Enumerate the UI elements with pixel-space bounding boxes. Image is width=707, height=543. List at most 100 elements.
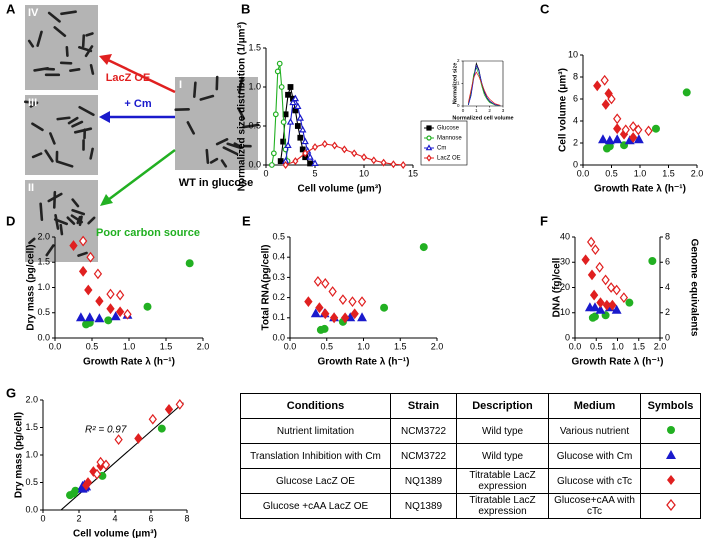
data-point [288, 85, 293, 90]
table-cell: NCM3722 [391, 444, 457, 469]
x-tick-label: 2.0 [431, 342, 444, 352]
data-point [72, 487, 79, 494]
header-cell: Conditions [241, 394, 391, 419]
data-point [277, 61, 282, 66]
annotation: R² = 0.97 [85, 425, 127, 436]
legend-label: LacZ OE [437, 156, 461, 162]
y-tick-label: 0.0 [272, 332, 285, 342]
data-point [300, 127, 305, 132]
data-point [645, 126, 652, 135]
image-label: III [28, 97, 37, 109]
symbol-cell [641, 494, 701, 519]
data-point [601, 76, 608, 85]
data-point [166, 405, 173, 414]
x-tick-label: 1.5 [662, 169, 675, 179]
cell [207, 150, 208, 163]
cell [54, 192, 55, 207]
x-axis-label: Cell volume (μm³) [298, 183, 382, 194]
y-tick-label: 0.5 [37, 307, 50, 317]
data-point [649, 258, 656, 265]
symbol [665, 499, 677, 511]
data-point [602, 276, 609, 285]
x-axis-label: Growth Rate λ (h⁻¹) [594, 183, 686, 194]
arrowhead [99, 111, 110, 123]
data-point [80, 267, 87, 276]
data-point [602, 100, 609, 109]
table-cell: Various nutrient [549, 419, 641, 444]
data-point [279, 85, 284, 90]
data-point [342, 146, 347, 152]
y-tick-label: 8 [573, 71, 578, 81]
y-tick-label: 0.2 [272, 292, 285, 302]
y-axis-label: Normalized size [452, 63, 458, 105]
data-point [349, 297, 356, 306]
header-cell: Strain [391, 394, 457, 419]
data-point [303, 139, 308, 144]
y-axis-label: DNA (fg)/cell [552, 257, 563, 317]
data-point [391, 161, 396, 167]
data-point [144, 303, 151, 310]
y-tick-label: 2.0 [25, 394, 38, 404]
y-tick-label: 4 [573, 115, 578, 125]
x-tick-label: 0.5 [605, 169, 618, 179]
y-tick-label: 0.5 [248, 120, 261, 130]
table-cell: Wild type [457, 444, 549, 469]
series-line [468, 68, 500, 106]
data-point [117, 307, 124, 316]
data-point [626, 299, 633, 306]
data-point [285, 143, 290, 148]
data-point [401, 162, 406, 168]
x-tick-label: 2 [76, 514, 81, 524]
data-point [358, 314, 366, 321]
panel-label: E [242, 213, 251, 228]
x-tick-label: 0 [40, 514, 45, 524]
series-line [468, 66, 500, 106]
table-cell: Titratable LacZ expression [457, 469, 549, 494]
x-tick-label: 1.5 [632, 342, 645, 352]
x-tick-label: 1.0 [357, 342, 370, 352]
data-point [332, 143, 337, 149]
y-tick-label: 1.5 [37, 257, 50, 267]
y-tick-label: 40 [560, 231, 570, 241]
symbol-cell [641, 419, 701, 444]
arrow-label: LacZ OE [106, 72, 151, 84]
data-point [86, 314, 94, 321]
cell [41, 204, 42, 220]
y-tick-label: 0.5 [25, 477, 38, 487]
x-tick-label: 1.0 [634, 169, 647, 179]
table-cell: NQ1389 [391, 469, 457, 494]
legend-label: Glucose [437, 126, 460, 132]
header-cell: Symbols [641, 394, 701, 419]
x-tick-label: 1.5 [160, 342, 173, 352]
cell [83, 35, 84, 46]
x-tick-label: 0.0 [577, 169, 590, 179]
data-point [95, 269, 102, 278]
y-axis-label: Cell volume (μm³) [558, 68, 569, 152]
data-point [117, 291, 124, 300]
table-cell: Glucose with cTc [549, 469, 641, 494]
y-tick-label: 0.5 [272, 231, 285, 241]
x-tick-label: 0.5 [590, 342, 603, 352]
data-point [158, 425, 165, 432]
data-point [613, 135, 621, 142]
x-tick-label: 0.0 [49, 342, 62, 352]
y-tick-label: 0.0 [37, 332, 50, 342]
y2-tick-label: 4 [665, 282, 670, 292]
data-point [594, 81, 601, 90]
y-axis-label: Dry mass (pg/cell) [14, 412, 25, 498]
y-axis-label: Dry mass (pg/cell) [26, 244, 37, 330]
series-line [61, 403, 183, 510]
data-point [420, 244, 427, 251]
data-point [298, 115, 303, 120]
y-tick-label: 2 [457, 58, 460, 63]
table-cell: Glucose LacZ OE [241, 469, 391, 494]
x-tick-label: 2.0 [197, 342, 210, 352]
x-tick-label: 3 [502, 108, 505, 113]
cell [58, 118, 70, 119]
symbol-cell [641, 469, 701, 494]
y-tick-label: 1.0 [37, 282, 50, 292]
data-point [115, 435, 122, 444]
x-tick-label: 15 [408, 169, 418, 179]
